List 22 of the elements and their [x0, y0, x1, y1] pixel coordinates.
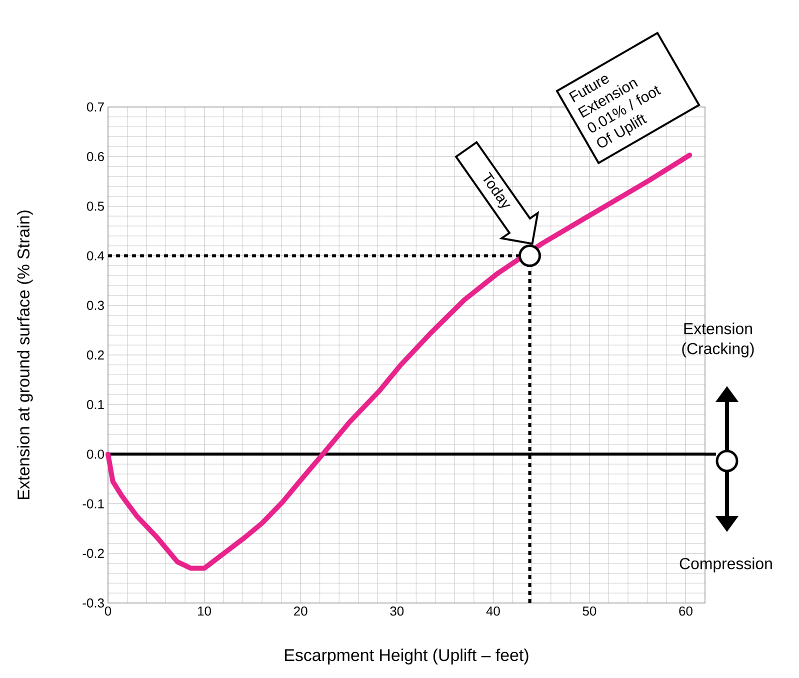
- y-tick-label: 0.7: [86, 102, 104, 112]
- y-tick-label: 0.1: [86, 400, 104, 410]
- y-tick-label: 0.3: [86, 300, 104, 310]
- x-tick-label: 10: [198, 606, 211, 616]
- annotation: Extension (Cracking): [682, 322, 754, 358]
- y-tick-label: 0.2: [86, 350, 104, 360]
- y-tick-label: -0.1: [82, 499, 104, 508]
- x-axis-title: Escarpment Height (Uplift – feet): [285, 648, 528, 664]
- annotation: Compression: [680, 558, 772, 572]
- x-tick-label: 60: [679, 606, 692, 616]
- y-tick-label: 0.6: [86, 152, 104, 162]
- x-tick-label: 50: [582, 606, 596, 616]
- y-tick-label: 0.0: [86, 450, 104, 459]
- y-tick-label: -0.3: [82, 598, 104, 608]
- x-tick-label: 40: [486, 606, 500, 616]
- x-tick-label: 20: [294, 606, 308, 616]
- y-tick-label: 0.5: [86, 202, 104, 211]
- x-tick-label: 0: [104, 606, 112, 616]
- y-tick-label: -0.2: [82, 548, 104, 558]
- x-tick-label: 30: [390, 606, 404, 616]
- y-tick-label: 0.4: [86, 251, 104, 260]
- y-axis-title: Extension at ground surface (% Strain): [17, 210, 33, 500]
